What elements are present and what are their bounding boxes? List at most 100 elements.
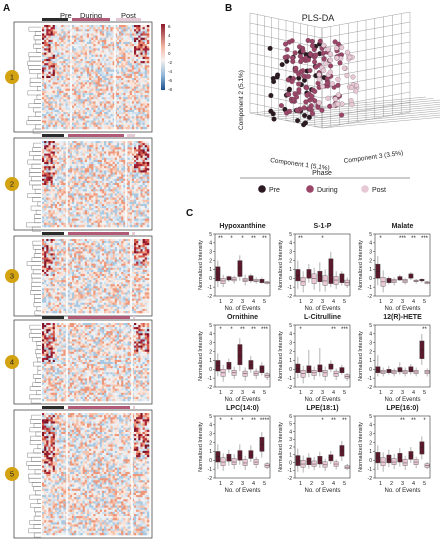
heatmap-cell bbox=[138, 143, 141, 146]
heatmap-cell bbox=[97, 56, 101, 60]
heatmap-cell bbox=[106, 224, 109, 228]
heatmap-cell bbox=[50, 109, 53, 113]
heatmap-cell bbox=[78, 86, 81, 89]
heatmap-cell bbox=[140, 195, 143, 198]
heatmap-cell bbox=[131, 44, 135, 47]
heatmap-cell bbox=[116, 103, 120, 106]
heatmap-cell bbox=[89, 151, 92, 154]
heatmap-cell bbox=[56, 120, 60, 123]
heatmap-cell bbox=[54, 116, 58, 119]
heatmap-cell bbox=[71, 185, 75, 188]
heatmap-cell bbox=[48, 153, 51, 156]
heatmap-cell bbox=[138, 170, 141, 173]
heatmap-cell bbox=[123, 41, 126, 45]
heatmap-cell bbox=[121, 247, 124, 250]
heatmap-cell bbox=[74, 29, 77, 32]
heatmap-cell bbox=[89, 73, 92, 77]
heatmap-cell bbox=[144, 143, 148, 146]
heatmap-cell bbox=[142, 253, 146, 256]
heatmap-cell bbox=[80, 147, 83, 150]
heatmap-cell bbox=[50, 39, 53, 43]
heatmap-cell bbox=[76, 214, 79, 217]
heatmap-cell bbox=[82, 170, 86, 173]
heatmap-cell bbox=[138, 201, 141, 205]
heatmap-cell bbox=[131, 118, 135, 121]
heatmap-cell bbox=[106, 114, 109, 117]
heatmap-cell bbox=[142, 197, 146, 201]
heatmap-cell bbox=[140, 206, 143, 209]
heatmap-cell bbox=[99, 180, 103, 184]
heatmap-cell bbox=[119, 126, 122, 130]
heatmap-cell bbox=[78, 203, 81, 207]
heatmap-cell bbox=[104, 178, 107, 182]
heatmap-cell bbox=[93, 187, 96, 190]
heatmap-cell bbox=[74, 46, 77, 49]
heatmap-cell bbox=[106, 245, 109, 248]
heatmap-cell bbox=[140, 182, 143, 186]
heatmap-cell bbox=[89, 193, 92, 196]
heatmap-cell bbox=[123, 245, 126, 248]
heatmap-cell bbox=[116, 58, 120, 62]
heatmap-cell bbox=[125, 107, 128, 111]
heatmap-cell bbox=[106, 214, 109, 217]
heatmap-cell bbox=[110, 185, 113, 188]
heatmap-cell bbox=[121, 101, 124, 104]
heatmap-cell bbox=[114, 199, 118, 203]
heatmap-cell bbox=[108, 97, 111, 100]
heatmap-cell bbox=[119, 141, 122, 144]
heatmap-cell bbox=[78, 182, 81, 186]
heatmap-cell bbox=[123, 203, 126, 207]
heatmap-cell bbox=[95, 58, 98, 62]
heatmap-cell bbox=[146, 67, 150, 70]
heatmap-cell bbox=[56, 103, 60, 106]
heatmap-cell bbox=[61, 218, 64, 222]
heatmap-cell bbox=[114, 222, 118, 226]
heatmap-cell bbox=[131, 97, 135, 100]
heatmap-cell bbox=[91, 218, 94, 222]
heatmap-cell bbox=[114, 31, 118, 34]
heatmap-cell bbox=[119, 95, 122, 98]
heatmap-cell bbox=[48, 44, 51, 47]
heatmap-cell bbox=[67, 31, 71, 34]
heatmap-cell bbox=[42, 52, 45, 56]
heatmap-cell bbox=[127, 44, 131, 47]
heatmap-cell bbox=[140, 39, 143, 43]
heatmap-cell bbox=[54, 241, 58, 244]
heatmap-cell bbox=[84, 116, 88, 119]
heatmap-cell bbox=[146, 159, 150, 163]
heatmap-cell bbox=[61, 164, 64, 167]
heatmap-cell bbox=[65, 84, 68, 87]
heatmap-cell bbox=[112, 73, 116, 77]
heatmap-cell bbox=[99, 199, 103, 203]
heatmap-cell bbox=[56, 239, 60, 242]
heatmap-cell bbox=[112, 178, 116, 182]
heatmap-cell bbox=[84, 189, 88, 192]
heatmap-cell bbox=[119, 243, 122, 246]
heatmap-cell bbox=[101, 180, 105, 184]
heatmap-cell bbox=[67, 212, 71, 215]
heatmap-cell bbox=[67, 78, 71, 81]
heatmap-cell bbox=[54, 193, 58, 196]
heatmap-cell bbox=[56, 170, 60, 173]
heatmap-cell bbox=[99, 69, 103, 72]
heatmap-cell bbox=[119, 239, 122, 242]
heatmap-cell bbox=[123, 33, 126, 36]
heatmap-cell bbox=[86, 58, 90, 62]
heatmap-cell bbox=[56, 147, 60, 150]
heatmap-cell bbox=[50, 172, 53, 175]
heatmap-cell bbox=[71, 206, 75, 209]
heatmap-cell bbox=[91, 112, 94, 115]
heatmap-cell bbox=[114, 243, 118, 246]
heatmap-cell bbox=[56, 222, 60, 226]
heatmap-cell bbox=[99, 103, 103, 106]
heatmap-cell bbox=[99, 145, 103, 148]
heatmap-cell bbox=[125, 69, 128, 72]
heatmap-cell bbox=[78, 31, 81, 34]
heatmap-cell bbox=[99, 27, 103, 30]
heatmap-cell bbox=[50, 161, 53, 165]
heatmap-cell bbox=[54, 39, 58, 43]
heatmap-cell bbox=[144, 120, 148, 123]
heatmap-cell bbox=[119, 149, 122, 152]
heatmap-cell bbox=[97, 216, 101, 219]
